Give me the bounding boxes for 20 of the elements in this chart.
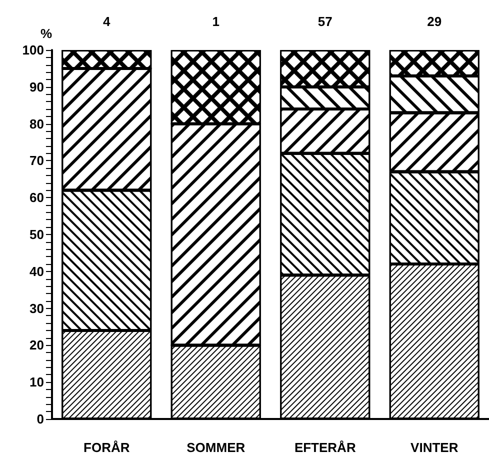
- y-tick-label: 80: [30, 116, 44, 132]
- x-tick-label: FORÅR: [84, 440, 130, 455]
- text: 57: [318, 14, 332, 29]
- y-tick-label: 30: [30, 300, 44, 316]
- y-axis-title: %: [40, 26, 52, 41]
- x-tick-label: VINTER: [410, 440, 459, 455]
- x-tick-label: EFTERÅR: [294, 440, 356, 455]
- text: 29: [427, 14, 442, 29]
- y-tick-label: 10: [30, 374, 44, 390]
- y-tick-label: 20: [30, 338, 44, 353]
- y-tick-label: 60: [30, 190, 44, 206]
- y-tick-label: 100: [22, 42, 44, 58]
- y-tick-label: 70: [30, 153, 44, 168]
- y-tick-label: 40: [30, 264, 44, 279]
- text: 1: [212, 14, 220, 29]
- text: 4: [103, 14, 112, 29]
- y-tick-label: 0: [36, 412, 44, 426]
- x-tick-label: SOMMER: [186, 440, 246, 455]
- y-tick-label: 50: [30, 227, 44, 242]
- y-tick-label: 90: [30, 79, 44, 94]
